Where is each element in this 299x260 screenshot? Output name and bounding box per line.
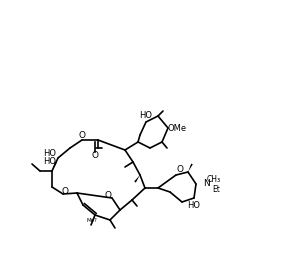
Text: OMe: OMe xyxy=(167,124,187,133)
Text: N: N xyxy=(203,179,209,188)
Text: CH₃: CH₃ xyxy=(207,176,221,185)
Polygon shape xyxy=(134,175,140,183)
Text: Me?: Me? xyxy=(87,218,97,223)
Text: O: O xyxy=(62,186,68,196)
Polygon shape xyxy=(52,162,57,171)
Text: O: O xyxy=(79,132,86,140)
Text: HO: HO xyxy=(187,200,201,210)
Text: Et: Et xyxy=(212,185,220,193)
Text: O: O xyxy=(176,166,184,174)
Text: O: O xyxy=(104,192,112,200)
Text: HO: HO xyxy=(140,110,152,120)
Text: HO: HO xyxy=(43,148,57,158)
Text: HO: HO xyxy=(43,158,57,166)
Text: O: O xyxy=(91,151,98,159)
Polygon shape xyxy=(188,164,193,172)
